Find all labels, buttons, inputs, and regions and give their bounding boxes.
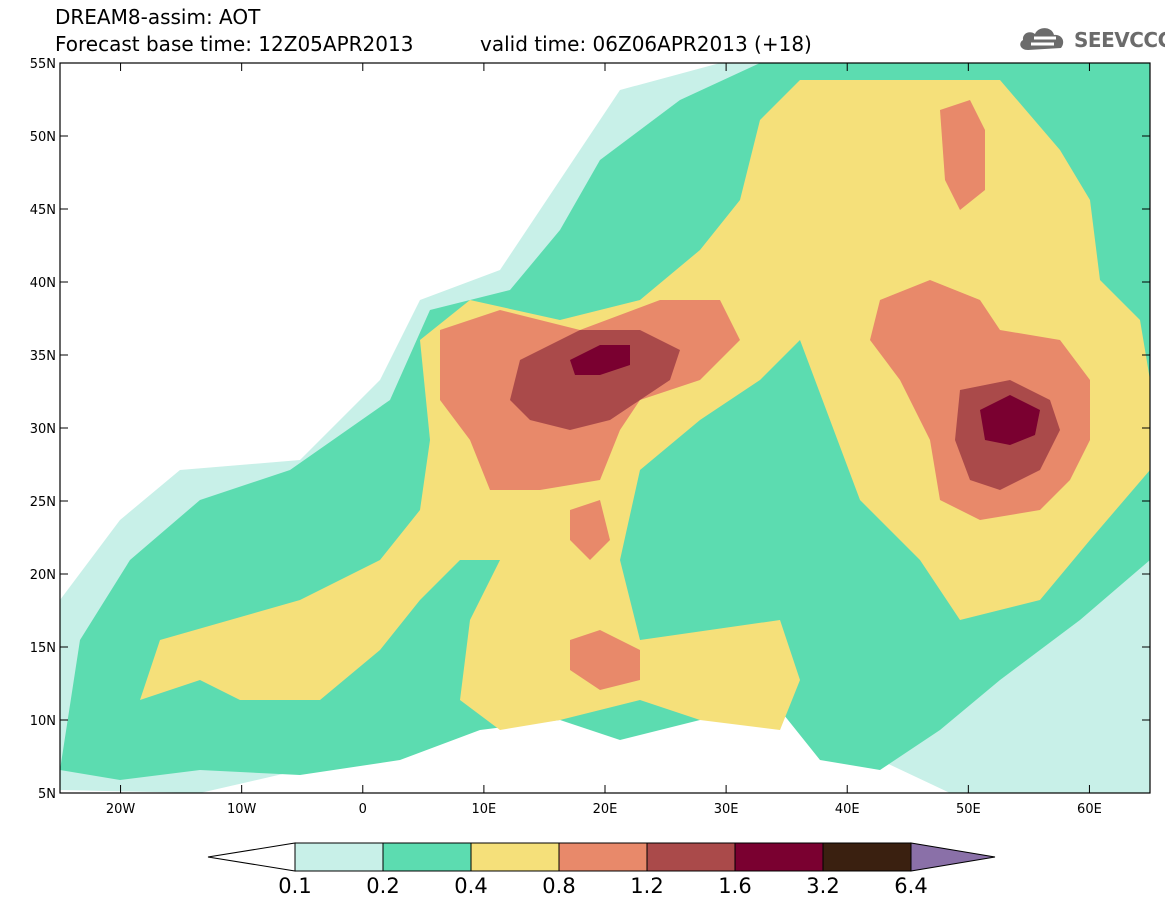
lat-tick-label: 10N <box>30 714 56 729</box>
lon-tick-label: 20E <box>593 802 618 817</box>
colorbar-box <box>822 842 912 872</box>
aot-band-0.8c <box>940 100 985 210</box>
colorbar-box <box>734 842 824 872</box>
latitude-axis: 55N 50N 45N 40N 35N 30N 25N 20N 15N 10N 5N <box>30 57 1150 802</box>
lat-tick-label: 20N <box>30 568 56 583</box>
lon-tick-label: 20W <box>106 802 136 817</box>
lat-tick-label: 5N <box>38 787 56 802</box>
lat-tick-label: 55N <box>30 57 56 72</box>
colorbar-label: 0.2 <box>366 874 399 898</box>
lat-tick-label: 50N <box>30 130 56 145</box>
colorbar-label: 0.1 <box>278 874 311 898</box>
aot-band-0.8d <box>570 630 640 690</box>
aot-contours <box>60 63 1150 793</box>
colorbar-label: 0.4 <box>454 874 487 898</box>
lon-tick-label: 0 <box>359 802 367 817</box>
colorbar-label: 3.2 <box>806 874 839 898</box>
cloud-icon <box>1020 28 1064 50</box>
seevccc-logo: SEEVCCC <box>1016 22 1165 56</box>
chart-title: DREAM8-assim: AOT <box>55 5 261 29</box>
colorbar-box <box>558 842 648 872</box>
colorbar-arrow-low <box>207 842 296 872</box>
longitude-axis: 20W 10W 0 10E 20E 30E 40E 50E 60E <box>106 63 1102 817</box>
forecast-base-time: Forecast base time: 12Z05APR2013 <box>55 32 414 56</box>
colorbar-label: 1.6 <box>718 874 751 898</box>
lat-tick-label: 35N <box>30 349 56 364</box>
lon-tick-label: 60E <box>1077 802 1102 817</box>
aot-band-0.8e <box>570 500 610 560</box>
aot-band-1.6b <box>980 395 1040 445</box>
colorbar-box <box>294 842 384 872</box>
lat-tick-label: 30N <box>30 422 56 437</box>
lon-tick-label: 10W <box>227 802 257 817</box>
colorbar-label: 0.8 <box>542 874 575 898</box>
aot-band-1.6 <box>570 345 630 375</box>
lon-tick-label: 10E <box>472 802 497 817</box>
lon-tick-label: 30E <box>714 802 739 817</box>
colorbar-box <box>470 842 560 872</box>
lat-tick-label: 40N <box>30 276 56 291</box>
lon-tick-label: 50E <box>956 802 981 817</box>
colorbar-box <box>382 842 472 872</box>
colorbar-label: 6.4 <box>894 874 927 898</box>
colorbar-arrow-high <box>910 842 996 872</box>
aot-band-0.4 <box>140 80 1150 730</box>
lat-tick-label: 45N <box>30 203 56 218</box>
lat-tick-label: 15N <box>30 641 56 656</box>
valid-time: valid time: 06Z06APR2013 (+18) <box>480 32 812 56</box>
colorbar-box <box>646 842 736 872</box>
lat-tick-label: 25N <box>30 495 56 510</box>
lon-tick-label: 40E <box>835 802 860 817</box>
logo-text: SEEVCCC <box>1074 28 1165 52</box>
aot-band-1.2 <box>510 330 680 430</box>
colorbar-label: 1.2 <box>630 874 663 898</box>
